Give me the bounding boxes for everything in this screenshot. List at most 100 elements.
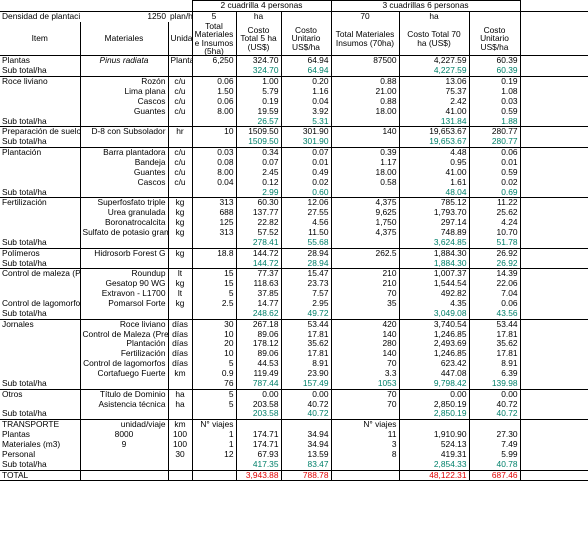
row-label: Materiales (m3) — [0, 440, 81, 450]
cell: 89.06 — [236, 329, 282, 340]
density-cell: ha — [236, 10, 282, 22]
cell: 623.42 — [399, 359, 470, 369]
density-cell: plan/ha — [168, 10, 193, 22]
cell: 60.39 — [469, 66, 521, 77]
cell — [168, 469, 193, 482]
cell: 57.52 — [236, 227, 282, 238]
cell: 420 — [331, 318, 400, 330]
cell: 280.77 — [469, 126, 521, 138]
row-label — [0, 359, 81, 369]
cell: 1,246.85 — [399, 329, 470, 340]
cell: 35 — [331, 298, 400, 309]
table-row: Asistencia técnica ha 5 203.58 40.72 70 2,850.… — [0, 399, 588, 410]
cell: km — [168, 419, 193, 431]
cell — [192, 459, 237, 471]
row-label: Preparación de suelo — [0, 126, 81, 138]
cell: 262.5 — [331, 247, 400, 259]
cell: 18.00 — [331, 106, 400, 117]
cell: 203.58 — [236, 399, 282, 410]
cell: 8 — [331, 449, 400, 460]
cell: 87500 — [331, 55, 400, 67]
cell: 0.03 — [469, 96, 521, 107]
cell: 0.39 — [331, 147, 400, 158]
cell: 4,375 — [331, 227, 400, 238]
cell: 1509.50 — [236, 137, 282, 148]
blank-cell — [520, 21, 588, 57]
cell: Plantas — [168, 55, 193, 67]
cell: kg — [168, 197, 193, 209]
table-row: Personal 30 12 67.93 13.59 8 419.31 5.99 — [0, 449, 588, 460]
cell: 1509.50 — [236, 126, 282, 138]
cell: 0.03 — [192, 147, 237, 158]
table-row: Plantación Barra plantadora c/u 0.03 0.34 0.0… — [0, 147, 588, 158]
cell: 13.06 — [399, 76, 470, 87]
cell: unidad/viaje — [80, 419, 169, 431]
cell — [192, 237, 237, 249]
cell: lt — [168, 289, 193, 299]
row-label: Sub total/ha — [0, 308, 81, 320]
cell: 144.72 — [236, 247, 282, 259]
cell — [331, 409, 400, 420]
cell: 0.00 — [399, 388, 470, 400]
cell: 83.47 — [281, 459, 332, 471]
cell: 26.57 — [236, 116, 282, 127]
cell: Barra plantadora — [80, 147, 169, 158]
cell: 524.13 — [399, 440, 470, 450]
cell — [331, 459, 400, 471]
blank-cell — [520, 469, 588, 482]
cell: días — [168, 329, 193, 340]
cell: 0.00 — [281, 388, 332, 400]
blank-cell — [520, 147, 588, 158]
cell: 4.48 — [399, 147, 470, 158]
cell: 49.72 — [281, 308, 332, 320]
row-label: Sub total/ha — [0, 378, 81, 390]
table-row: Boronatrocalcita kg 125 22.82 4.56 1,750 297.1… — [0, 218, 588, 228]
row-label — [0, 177, 81, 188]
blank-cell — [520, 238, 588, 248]
cell: 0.95 — [399, 157, 470, 168]
cell: 26.92 — [469, 258, 521, 269]
cell: Urea granulada — [80, 208, 169, 219]
cell: 131.84 — [399, 116, 470, 127]
cell: 53.44 — [281, 318, 332, 330]
cell: 3,740.54 — [399, 318, 470, 330]
cell: 8.91 — [469, 359, 521, 369]
blank-cell — [520, 359, 588, 369]
cell: 18.00 — [331, 167, 400, 178]
cell: Roundup — [80, 268, 169, 280]
row-label: Roce liviano — [0, 76, 81, 87]
row-label: Sub total/ha — [0, 409, 81, 420]
blank-cell — [520, 107, 588, 117]
cell: 40.72 — [281, 409, 332, 420]
cell: 2,854.33 — [399, 459, 470, 471]
cell: 30 — [192, 318, 237, 330]
cell: 140 — [331, 126, 400, 138]
row-label: Sub total/ha — [0, 459, 81, 471]
cell — [80, 237, 169, 249]
table-row: Bandeja c/u 0.08 0.07 0.01 1.17 0.95 0.01 — [0, 157, 588, 168]
cell: 0.19 — [469, 76, 521, 87]
cell — [331, 237, 400, 249]
cell — [192, 116, 237, 127]
row-label: Otros — [0, 388, 81, 400]
cell: 174.71 — [236, 440, 282, 450]
table-row: Guantes c/u 8.00 19.59 3.92 18.00 41.00 0.59 — [0, 106, 588, 117]
cell: 5 — [192, 289, 237, 299]
cell: 0.08 — [192, 157, 237, 168]
cell: 3,049.08 — [399, 308, 470, 320]
cell: Cascos — [80, 177, 169, 188]
cell: 748.89 — [399, 227, 470, 238]
cell: 144.72 — [236, 258, 282, 269]
cell: Gesatop 90 WG — [80, 279, 169, 290]
cell: 10.70 — [469, 227, 521, 238]
cell: 1,884.30 — [399, 247, 470, 259]
cell: 44.53 — [236, 359, 282, 369]
row-label: TRANSPORTE — [0, 419, 81, 431]
cell: 100 — [168, 430, 193, 440]
blank-cell — [520, 279, 588, 289]
cell: 60.30 — [236, 197, 282, 209]
cell: 27.30 — [469, 430, 521, 440]
column-header: Unidad — [168, 21, 193, 57]
column-header: Costo Total 70 ha (US$) — [399, 21, 470, 57]
cell: kg — [168, 208, 193, 219]
